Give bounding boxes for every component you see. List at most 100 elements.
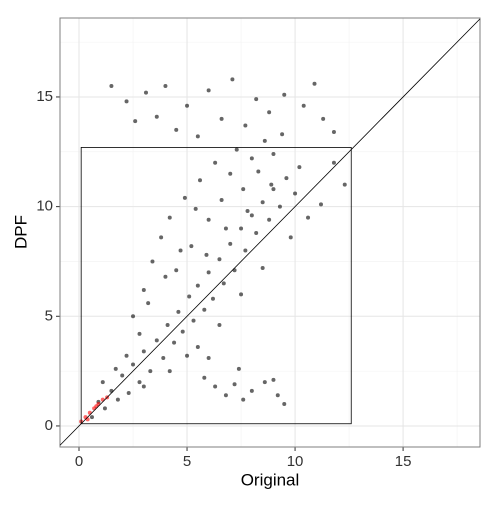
point xyxy=(217,257,222,262)
point xyxy=(210,296,215,301)
point xyxy=(213,384,218,389)
point xyxy=(100,397,105,402)
point xyxy=(232,268,237,273)
point xyxy=(185,353,190,358)
point xyxy=(221,281,226,286)
point xyxy=(256,169,261,174)
y-tick-label: 10 xyxy=(36,198,53,215)
point xyxy=(297,165,302,170)
point xyxy=(243,248,248,253)
point xyxy=(109,388,114,393)
point xyxy=(187,294,192,299)
point xyxy=(223,393,228,398)
point xyxy=(94,404,99,409)
point xyxy=(131,362,136,367)
point xyxy=(102,406,107,411)
point xyxy=(260,266,265,271)
point xyxy=(206,270,211,275)
point xyxy=(234,147,239,152)
point xyxy=(109,83,114,88)
box xyxy=(80,147,352,425)
point xyxy=(275,393,280,398)
point xyxy=(120,373,125,378)
point xyxy=(288,235,293,240)
point xyxy=(143,90,148,95)
point xyxy=(230,77,235,82)
point xyxy=(262,380,267,385)
point xyxy=(254,97,259,102)
point xyxy=(232,382,237,387)
point xyxy=(284,176,289,181)
point xyxy=(124,353,129,358)
point xyxy=(331,130,336,135)
point xyxy=(100,380,105,385)
point xyxy=(271,151,276,156)
point xyxy=(254,230,259,235)
point xyxy=(262,138,267,143)
point xyxy=(154,338,159,343)
point xyxy=(198,178,202,183)
point xyxy=(202,307,207,312)
point xyxy=(306,215,311,220)
point xyxy=(206,217,211,222)
point xyxy=(271,377,276,382)
point xyxy=(124,99,129,104)
point xyxy=(342,182,347,187)
point xyxy=(115,397,120,402)
point xyxy=(228,241,233,246)
point xyxy=(150,259,155,264)
point xyxy=(282,92,287,97)
x-axis-title: Original xyxy=(241,470,300,489)
y-tick-label: 5 xyxy=(45,307,53,324)
point xyxy=(312,81,317,86)
point xyxy=(165,323,170,328)
point xyxy=(236,366,241,371)
point xyxy=(85,417,90,422)
point xyxy=(245,209,250,214)
point xyxy=(277,204,282,209)
point xyxy=(176,309,181,314)
y-axis-title: DPF xyxy=(11,215,30,249)
point xyxy=(223,226,228,231)
panel-border xyxy=(59,17,481,448)
point xyxy=(174,127,179,132)
point xyxy=(217,323,222,328)
point xyxy=(318,202,323,207)
point xyxy=(195,134,200,139)
point xyxy=(321,116,326,121)
point xyxy=(159,235,164,240)
point xyxy=(331,160,336,165)
point xyxy=(219,198,224,203)
point xyxy=(204,252,209,257)
point xyxy=(267,110,272,115)
point xyxy=(182,195,187,200)
point xyxy=(280,132,285,137)
point xyxy=(89,415,94,420)
point xyxy=(163,83,168,88)
y-tick-label: 0 xyxy=(45,417,53,434)
point xyxy=(141,349,146,354)
point xyxy=(243,123,248,128)
point xyxy=(282,402,287,407)
point xyxy=(167,215,172,220)
point xyxy=(193,206,198,211)
reference-line xyxy=(59,18,481,446)
point xyxy=(206,88,211,93)
point xyxy=(174,268,179,273)
x-tick-label: 15 xyxy=(395,453,412,470)
point xyxy=(189,244,194,249)
point xyxy=(301,103,306,108)
point xyxy=(239,292,244,297)
point xyxy=(249,213,254,218)
x-tick-label: 5 xyxy=(183,453,191,470)
point xyxy=(172,340,177,345)
point xyxy=(293,191,298,196)
point xyxy=(185,103,190,108)
point xyxy=(249,156,254,161)
point xyxy=(249,388,254,393)
point xyxy=(269,182,274,187)
point xyxy=(137,380,142,385)
point xyxy=(219,116,224,121)
point xyxy=(137,331,142,336)
x-tick-label: 10 xyxy=(287,453,304,470)
